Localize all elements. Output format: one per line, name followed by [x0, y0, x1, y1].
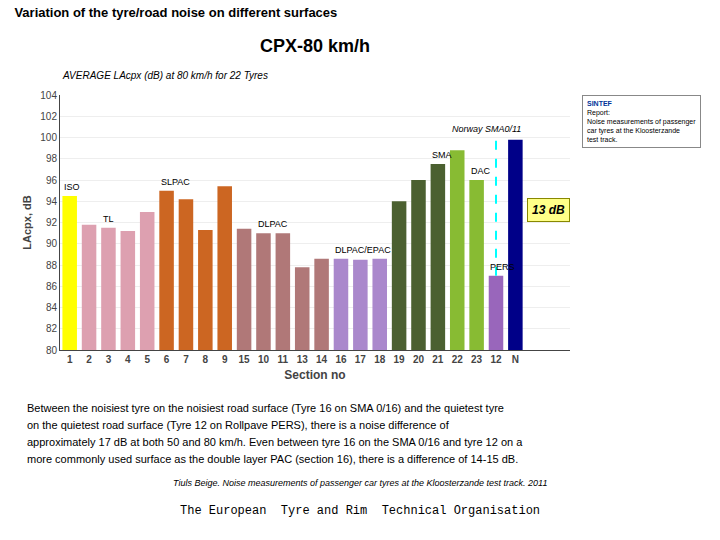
svg-text:13: 13 — [297, 354, 309, 365]
svg-text:84: 84 — [46, 302, 58, 313]
svg-text:AVERAGE LAcpx (dB) at 80 km/h: AVERAGE LAcpx (dB) at 80 km/h for 22 Tyr… — [62, 70, 268, 81]
svg-text:92: 92 — [46, 217, 58, 228]
svg-text:13 dB: 13 dB — [532, 203, 565, 217]
svg-text:16: 16 — [335, 354, 347, 365]
svg-text:N: N — [512, 354, 519, 365]
svg-text:104: 104 — [40, 90, 57, 101]
svg-text:7: 7 — [183, 354, 189, 365]
svg-text:4: 4 — [125, 354, 131, 365]
svg-text:86: 86 — [46, 281, 58, 292]
svg-text:SINTEFReport:Noise measurement: SINTEFReport:Noise measurements of passe… — [587, 100, 696, 143]
svg-text:SLPAC: SLPAC — [161, 177, 190, 187]
svg-text:5: 5 — [144, 354, 150, 365]
svg-text:Variation of the tyre/road noi: Variation of the tyre/road noise on diff… — [14, 5, 337, 20]
svg-text:6: 6 — [164, 354, 170, 365]
svg-text:15: 15 — [239, 354, 251, 365]
svg-text:80: 80 — [46, 345, 58, 356]
svg-text:10: 10 — [258, 354, 270, 365]
svg-text:8: 8 — [203, 354, 209, 365]
svg-text:94: 94 — [46, 196, 58, 207]
svg-text:90: 90 — [46, 238, 58, 249]
svg-text:88: 88 — [46, 260, 58, 271]
svg-text:82: 82 — [46, 323, 58, 334]
svg-text:DAC: DAC — [471, 166, 491, 176]
svg-text:9: 9 — [222, 354, 228, 365]
svg-text:Between the noisiest tyre on t: Between the noisiest tyre on the noisies… — [27, 402, 504, 414]
svg-text:20: 20 — [413, 354, 425, 365]
svg-text:DLPAC/EPAC: DLPAC/EPAC — [335, 245, 391, 255]
svg-text:98: 98 — [46, 153, 58, 164]
svg-text:more commonly used surface as: more commonly used surface as the double… — [27, 453, 518, 465]
svg-text:14: 14 — [316, 354, 328, 365]
svg-text:LAcpx, dB: LAcpx, dB — [21, 195, 33, 249]
svg-text:Section no: Section no — [284, 368, 345, 382]
svg-text:Norway SMA0/11: Norway SMA0/11 — [452, 124, 521, 134]
svg-text:PERS: PERS — [490, 262, 515, 272]
svg-text:96: 96 — [46, 175, 58, 186]
svg-text:approximately 17 dB at both 50: approximately 17 dB at both 50 and 80 km… — [27, 436, 523, 448]
svg-text:100: 100 — [40, 132, 57, 143]
svg-text:17: 17 — [355, 354, 367, 365]
svg-text:ISO: ISO — [64, 182, 80, 192]
svg-text:22: 22 — [452, 354, 464, 365]
svg-text:on the quietest road surface (: on the quietest road surface (Tyre 12 on… — [27, 419, 450, 431]
svg-text:2: 2 — [86, 354, 92, 365]
svg-text:TL: TL — [103, 214, 114, 224]
svg-text:SMA: SMA — [432, 150, 452, 160]
svg-text:1: 1 — [67, 354, 73, 365]
svg-text:23: 23 — [471, 354, 483, 365]
svg-text:21: 21 — [432, 354, 444, 365]
svg-text:11: 11 — [278, 354, 289, 365]
svg-text:3: 3 — [106, 354, 112, 365]
svg-text:Tiuls Beige. Noise measurement: Tiuls Beige. Noise measurements of passe… — [173, 478, 547, 488]
svg-text:DLPAC: DLPAC — [258, 219, 288, 229]
svg-text:19: 19 — [394, 354, 406, 365]
svg-text:CPX-80 km/h: CPX-80 km/h — [260, 36, 370, 56]
svg-text:12: 12 — [490, 354, 502, 365]
svg-text:The European Tyre and Rim Te: The European Tyre and Rim Technical Orga… — [180, 504, 540, 518]
svg-text:18: 18 — [374, 354, 386, 365]
svg-text:102: 102 — [40, 111, 57, 122]
